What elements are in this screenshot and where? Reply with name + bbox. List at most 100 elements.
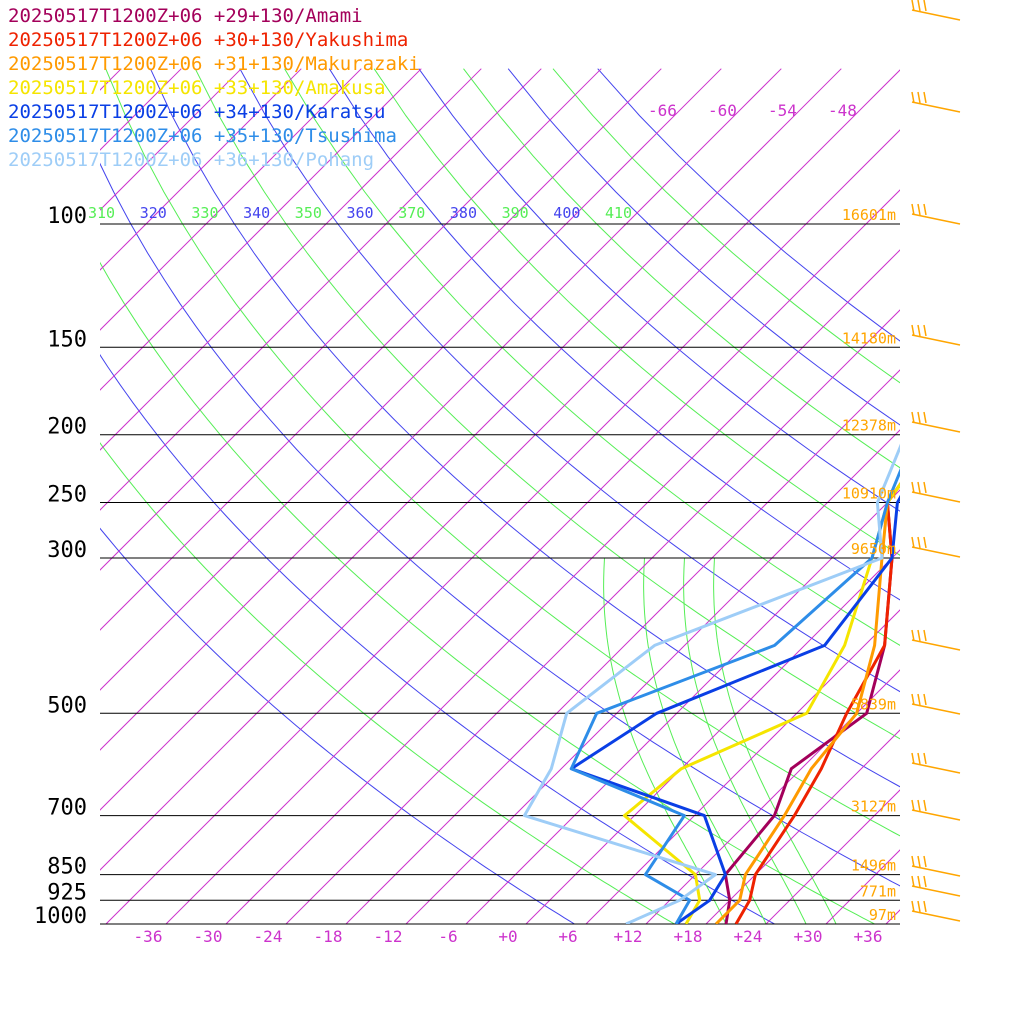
isotherm-line: [645, 669, 900, 924]
height-label: 3127m: [851, 798, 896, 816]
isotherm-line: [100, 68, 482, 451]
height-label: 9650m: [851, 540, 896, 558]
isentrope-line: [105, 68, 900, 837]
legend-entry: 20250517T1200Z+06 +29+130/Amami: [8, 5, 363, 27]
temperature-tick-label: -12: [374, 927, 403, 946]
wind-barb: [911, 693, 961, 715]
temperature-tick-label: -6: [438, 927, 457, 946]
pressure-label: 250: [47, 483, 87, 508]
height-label: 16601m: [842, 206, 896, 224]
isotherm-line: [0, 69, 1, 924]
isentrope-line: [100, 261, 876, 924]
isentrope-line: [100, 442, 676, 924]
isotherm-line: [100, 68, 362, 331]
isotherm-line: [946, 69, 1024, 924]
legend-entry: 20250517T1200Z+06 +30+130/Yakushima: [8, 29, 409, 51]
height-label: 771m: [860, 882, 896, 900]
wind-barb: [911, 799, 961, 821]
isentrope-line: [597, 68, 900, 342]
isentrope-line: [194, 68, 900, 740]
pressure-label: 500: [47, 693, 87, 718]
isotherm-line: [585, 609, 900, 924]
isotherm-line: [100, 68, 242, 211]
legend-entry: 20250517T1200Z+06 +35+130/Tsushima: [8, 125, 397, 147]
theta-label: 310: [88, 204, 115, 222]
isotherm-line: [100, 68, 782, 751]
wind-barb: [911, 91, 961, 113]
isotherm-label: -60: [708, 101, 737, 120]
series-lines: [522, 443, 900, 924]
isotherm-line: [1006, 69, 1024, 924]
theta-label: 380: [450, 204, 477, 222]
isobar-lines: [100, 223, 900, 925]
isotherm-line: [285, 309, 900, 924]
temperature-tick-label: +30: [794, 927, 823, 946]
isotherm-line: [405, 429, 900, 924]
theta-label: 400: [553, 204, 580, 222]
temperature-tick-label: +24: [734, 927, 763, 946]
isotherm-line: [345, 369, 900, 924]
temperature-tick-label: -36: [134, 927, 163, 946]
isentrope-line: [328, 68, 900, 601]
moist-adiabat-line: [713, 557, 837, 924]
pressure-label: 150: [47, 327, 87, 352]
wind-barb: [911, 855, 961, 877]
isotherm-line: [100, 68, 842, 811]
legend-entry: 20250517T1200Z+06 +34+130/Karatsu: [8, 101, 386, 123]
height-label: 12378m: [842, 417, 896, 435]
isotherm-line: [885, 909, 900, 924]
height-label: 5839m: [851, 695, 896, 713]
isotherm-line: [100, 68, 182, 151]
theta-label: 410: [605, 204, 632, 222]
isotherm-line: [100, 68, 722, 691]
isotherm-line: [105, 129, 900, 924]
wind-barb: [911, 203, 961, 225]
moist-adiabat-line: [683, 557, 807, 924]
temperature-tick-label: -18: [314, 927, 343, 946]
isentrope-line: [100, 354, 776, 924]
height-label: 1496m: [851, 857, 896, 875]
theta-label: 350: [295, 204, 322, 222]
wind-barb: [911, 900, 961, 922]
isentrope-line: [418, 68, 900, 512]
temperature-tick-label: -30: [194, 927, 223, 946]
theta-label: 360: [347, 204, 374, 222]
theta-label: 340: [243, 204, 270, 222]
isotherm-line: [225, 249, 900, 924]
legend: 20250517T1200Z+06 +29+130/Amami 20250517T…: [8, 4, 420, 172]
isotherm-label: -66: [648, 101, 677, 120]
series-line-3: [622, 482, 900, 924]
isotherm-line: [100, 68, 602, 571]
isotherm-label: -48: [828, 101, 857, 120]
isotherm-line: [100, 68, 662, 631]
wind-barb: [911, 481, 961, 503]
pressure-label: 1000: [34, 904, 87, 929]
temperature-tick-label: +36: [854, 927, 883, 946]
isentrope-line: [373, 68, 900, 556]
isotherm-line: [525, 549, 900, 924]
isentrope-line: [100, 527, 576, 924]
theta-label: 370: [398, 204, 425, 222]
isotherm-line: [100, 68, 302, 271]
wind-barb: [911, 324, 961, 346]
temperature-tick-label: +0: [498, 927, 517, 946]
series-line-6: [522, 443, 900, 924]
legend-entry: 20250517T1200Z+06 +36+130/Pohang: [8, 149, 375, 171]
moist-adiabat-line: [603, 557, 727, 924]
temperature-tick-label: -24: [254, 927, 283, 946]
theta-label: 320: [140, 204, 167, 222]
isotherm-line: [705, 729, 900, 924]
wind-barb: [911, 752, 961, 774]
isentrope-line: [463, 68, 900, 469]
pressure-label: 300: [47, 538, 87, 563]
wind-barb: [911, 875, 961, 897]
pressure-label: 925: [47, 880, 87, 905]
isotherm-line: [465, 489, 900, 924]
height-label: 97m: [869, 906, 896, 924]
isotherm-line: [100, 68, 422, 391]
wind-barb: [911, 629, 961, 651]
pressure-label: 200: [47, 415, 87, 440]
moist-adiabat-line: [643, 557, 767, 924]
